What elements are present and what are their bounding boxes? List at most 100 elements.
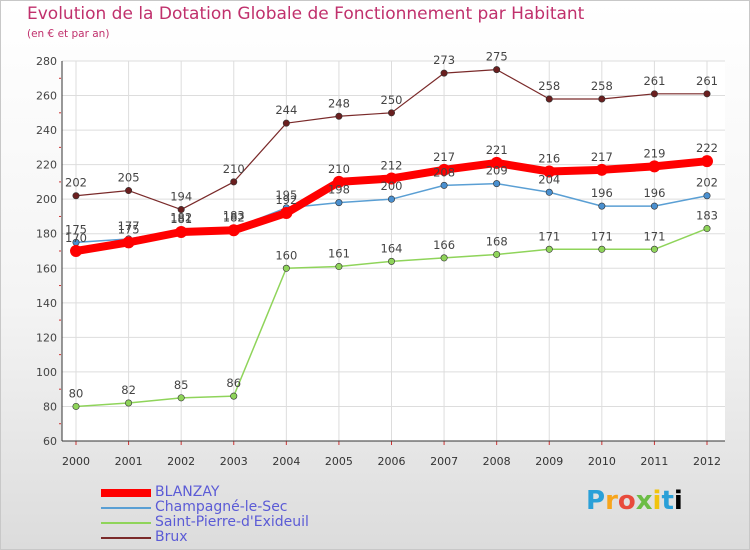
data-point: [543, 165, 556, 178]
data-point: [493, 66, 501, 74]
data-point: [335, 199, 343, 207]
data-label: 202: [65, 176, 87, 190]
data-label: 183: [223, 209, 245, 223]
data-label: 192: [275, 193, 297, 207]
data-point: [595, 163, 608, 176]
x-tick-label: 2009: [535, 455, 563, 468]
legend-swatch: [101, 537, 151, 539]
data-label: 248: [328, 96, 350, 110]
data-label: 221: [486, 143, 508, 157]
x-tick-label: 2012: [693, 455, 721, 468]
data-label: 175: [118, 222, 140, 236]
data-label: 196: [643, 186, 665, 200]
data-label: 198: [328, 183, 350, 197]
data-point: [282, 119, 290, 127]
y-tick-label: 260: [36, 90, 57, 103]
data-point: [493, 250, 501, 258]
y-tick-label: 80: [43, 400, 57, 413]
logo-letter: t: [661, 486, 674, 516]
data-point: [335, 112, 343, 120]
y-tick-label: 120: [36, 331, 57, 344]
logo-letter: P: [586, 486, 606, 516]
data-label: 177: [118, 219, 140, 233]
data-point: [125, 187, 133, 195]
data-point: [125, 399, 133, 407]
data-label: 161: [328, 247, 350, 261]
data-label: 273: [433, 53, 455, 67]
data-point: [280, 207, 293, 219]
legend-label: Saint-Pierre-d'Exideuil: [155, 514, 309, 530]
y-tick-label: 60: [43, 435, 57, 448]
y-tick-label: 200: [36, 193, 57, 206]
data-point: [70, 245, 82, 257]
data-point: [650, 202, 658, 210]
legend-swatch: [101, 489, 151, 497]
data-label: 196: [591, 186, 613, 200]
data-label: 175: [65, 222, 87, 236]
data-label: 171: [538, 229, 560, 243]
data-label: 261: [696, 74, 718, 88]
data-label: 86: [226, 376, 241, 390]
x-tick-label: 2008: [483, 455, 511, 468]
data-point: [490, 156, 503, 169]
data-point: [387, 195, 395, 203]
data-label: 182: [223, 210, 245, 224]
y-tick-label: 160: [36, 262, 57, 275]
data-label: 80: [69, 386, 84, 400]
data-label: 200: [381, 179, 403, 193]
data-label: 210: [328, 162, 350, 176]
data-point: [230, 178, 238, 186]
plot-area: [62, 61, 725, 441]
data-point: [177, 206, 185, 214]
data-point: [701, 155, 713, 168]
data-point: [598, 95, 606, 103]
data-point: [703, 192, 711, 200]
logo-letter: i: [673, 486, 683, 516]
data-point: [332, 175, 345, 188]
data-label: 166: [433, 238, 455, 252]
data-label: 212: [381, 158, 403, 172]
data-point: [227, 224, 240, 237]
data-point: [122, 236, 135, 249]
data-label: 244: [275, 103, 297, 117]
data-point: [385, 172, 398, 185]
data-point: [387, 257, 395, 265]
data-point: [230, 392, 238, 400]
data-label: 217: [591, 150, 613, 164]
data-point: [72, 192, 80, 200]
data-point: [545, 95, 553, 103]
x-tick-label: 2006: [378, 455, 406, 468]
data-label: 222: [696, 141, 718, 155]
data-label: 205: [118, 171, 140, 185]
data-point: [650, 90, 658, 98]
logo-letter: o: [617, 486, 636, 516]
legend-label: Brux: [155, 529, 188, 545]
x-tick-label: 2004: [272, 455, 300, 468]
legend-label: BLANZAY: [155, 484, 220, 500]
x-tick-label: 2003: [220, 455, 248, 468]
data-label: 194: [170, 190, 192, 204]
data-label: 204: [538, 172, 560, 186]
data-point: [703, 90, 711, 98]
data-point: [335, 263, 343, 271]
x-tick-label: 2001: [115, 455, 143, 468]
x-tick-label: 2005: [325, 455, 353, 468]
data-label: 195: [275, 188, 297, 202]
data-point: [545, 245, 553, 253]
data-label: 171: [591, 229, 613, 243]
data-label: 258: [591, 79, 613, 93]
data-point: [177, 394, 185, 402]
y-tick-label: 140: [36, 297, 57, 310]
data-label: 250: [381, 93, 403, 107]
data-label: 258: [538, 79, 560, 93]
data-label: 164: [381, 241, 403, 255]
data-label: 209: [486, 164, 508, 178]
data-label: 170: [65, 231, 87, 245]
data-point: [598, 202, 606, 210]
y-tick-label: 280: [36, 55, 57, 68]
data-label: 202: [696, 176, 718, 190]
data-point: [493, 180, 501, 188]
y-tick-label: 220: [36, 159, 57, 172]
logo-letter: i: [652, 486, 662, 516]
